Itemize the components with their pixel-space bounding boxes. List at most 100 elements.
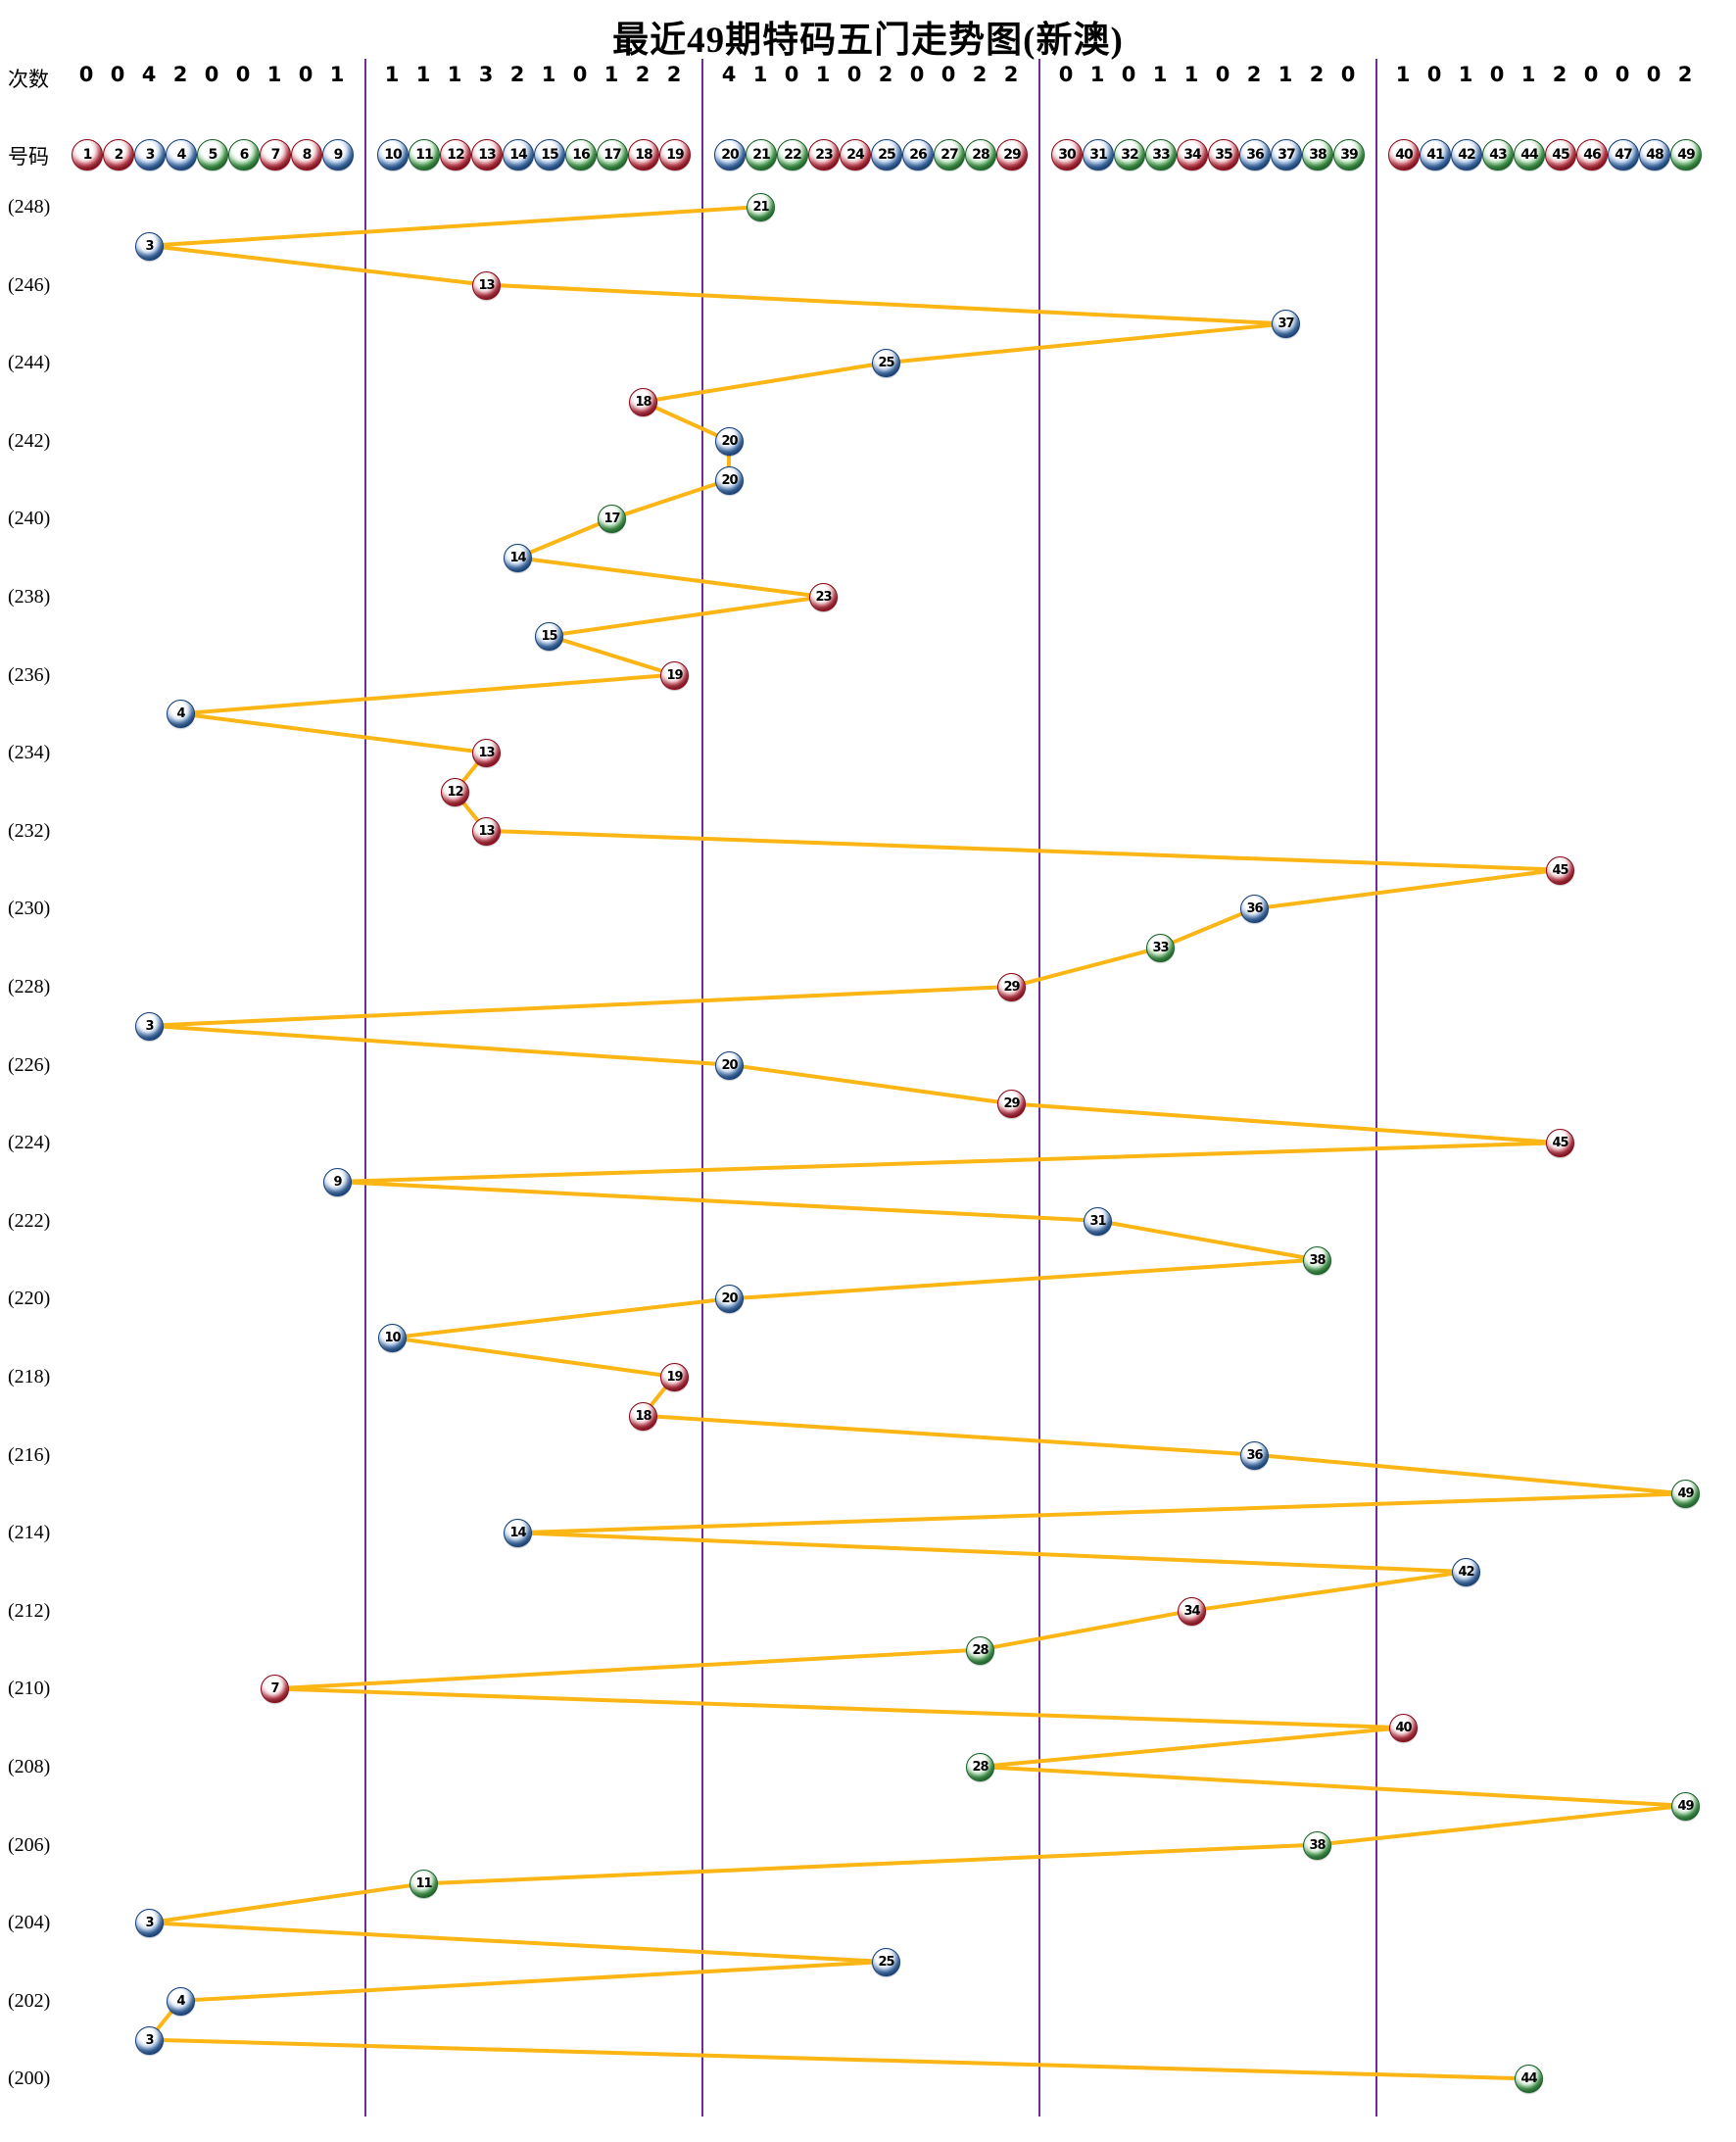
data-ball-period-223: 9 [323, 1168, 352, 1196]
count-number-44: 1 [1520, 63, 1536, 86]
period-label-204: (204) [8, 1912, 51, 1934]
data-ball-period-239: 14 [504, 544, 532, 573]
count-number-6: 0 [235, 63, 251, 86]
header-ball-40: 40 [1388, 139, 1420, 170]
gate-divider-3 [1038, 59, 1040, 2117]
trend-line [144, 205, 1686, 2081]
data-ball-period-200: 44 [1515, 2065, 1543, 2094]
data-ball-period-208: 28 [966, 1753, 994, 1781]
count-number-26: 0 [909, 63, 925, 86]
header-ball-11: 11 [409, 139, 440, 170]
period-label-240: (240) [8, 508, 51, 530]
count-number-12: 1 [447, 63, 462, 86]
data-ball-period-201: 3 [135, 2025, 164, 2055]
header-ball-7: 7 [260, 139, 291, 170]
header-ball-26: 26 [902, 139, 934, 170]
period-label-206: (206) [8, 1833, 51, 1856]
header-ball-47: 47 [1608, 139, 1639, 170]
data-ball-period-237: 15 [535, 621, 563, 651]
count-number-40: 1 [1395, 63, 1411, 86]
header-ball-15: 15 [534, 139, 565, 170]
count-number-32: 0 [1121, 63, 1136, 86]
period-label-228: (228) [8, 976, 51, 998]
count-number-46: 0 [1583, 63, 1599, 86]
data-ball-period-231: 45 [1546, 855, 1574, 885]
data-ball-period-226: 20 [715, 1050, 744, 1080]
gate-divider-1 [364, 59, 366, 2117]
data-ball-period-238: 23 [809, 583, 838, 611]
count-number-20: 4 [721, 63, 737, 86]
count-number-39: 0 [1340, 63, 1356, 86]
data-ball-period-210: 7 [261, 1675, 289, 1704]
header-ball-2: 2 [103, 139, 134, 170]
header-ball-36: 36 [1239, 139, 1271, 170]
period-label-242: (242) [8, 429, 51, 452]
data-ball-period-221: 38 [1303, 1245, 1331, 1275]
header-ball-38: 38 [1302, 139, 1333, 170]
period-label-202: (202) [8, 1989, 51, 2012]
data-ball-period-229: 33 [1146, 934, 1175, 963]
header-ball-39: 39 [1333, 139, 1365, 170]
data-ball-period-225: 29 [997, 1090, 1026, 1119]
header-ball-12: 12 [440, 139, 471, 170]
period-label-246: (246) [8, 273, 51, 296]
data-ball-period-206: 38 [1303, 1830, 1331, 1860]
header-ball-48: 48 [1639, 139, 1670, 170]
count-number-35: 0 [1215, 63, 1230, 86]
data-ball-period-243: 18 [629, 388, 657, 416]
data-ball-period-233: 12 [441, 778, 469, 806]
count-number-21: 1 [752, 63, 768, 86]
header-ball-9: 9 [322, 139, 354, 170]
count-number-18: 2 [635, 63, 651, 86]
period-label-220: (220) [8, 1288, 51, 1310]
numbers-row-label: 号码 [8, 146, 49, 169]
count-number-27: 0 [940, 63, 956, 86]
header-ball-42: 42 [1451, 139, 1482, 170]
count-number-23: 1 [815, 63, 831, 86]
count-number-33: 1 [1152, 63, 1168, 86]
count-number-7: 1 [266, 63, 282, 86]
data-ball-period-213: 42 [1452, 1558, 1480, 1586]
data-ball-period-241: 20 [715, 465, 744, 495]
data-ball-period-204: 3 [135, 1909, 164, 1938]
data-ball-period-248: 21 [747, 193, 775, 221]
count-number-25: 2 [878, 63, 893, 86]
header-ball-35: 35 [1208, 139, 1239, 170]
header-ball-17: 17 [597, 139, 628, 170]
count-number-8: 0 [298, 63, 313, 86]
data-ball-period-227: 3 [135, 1011, 164, 1041]
header-ball-23: 23 [808, 139, 840, 170]
data-ball-period-235: 4 [167, 700, 195, 729]
period-label-218: (218) [8, 1366, 51, 1387]
header-ball-5: 5 [197, 139, 228, 170]
data-ball-period-222: 31 [1084, 1206, 1112, 1236]
header-ball-27: 27 [934, 139, 965, 170]
data-ball-period-247: 3 [135, 231, 164, 261]
period-label-230: (230) [8, 898, 51, 920]
count-number-31: 1 [1089, 63, 1105, 86]
data-ball-period-230: 36 [1240, 895, 1269, 924]
count-number-2: 0 [110, 63, 125, 86]
data-ball-period-218: 19 [660, 1363, 689, 1391]
header-ball-21: 21 [746, 139, 777, 170]
header-ball-37: 37 [1271, 139, 1302, 170]
count-number-15: 1 [541, 63, 556, 86]
header-ball-25: 25 [871, 139, 902, 170]
data-ball-period-245: 37 [1272, 310, 1300, 339]
count-number-13: 3 [478, 63, 494, 86]
data-ball-period-228: 29 [997, 973, 1026, 1001]
header-ball-3: 3 [134, 139, 166, 170]
period-label-248: (248) [8, 196, 51, 218]
data-ball-period-214: 14 [504, 1519, 532, 1548]
period-label-210: (210) [8, 1678, 51, 1700]
gate-divider-2 [701, 59, 703, 2117]
data-ball-period-219: 10 [378, 1324, 407, 1353]
period-label-236: (236) [8, 663, 51, 686]
period-label-224: (224) [8, 1132, 51, 1154]
count-number-42: 1 [1458, 63, 1473, 86]
header-ball-28: 28 [965, 139, 996, 170]
count-number-10: 1 [384, 63, 400, 86]
count-number-29: 2 [1003, 63, 1019, 86]
header-ball-30: 30 [1051, 139, 1083, 170]
page-title: 最近49期特码五门走势图(新澳) [612, 21, 1124, 61]
